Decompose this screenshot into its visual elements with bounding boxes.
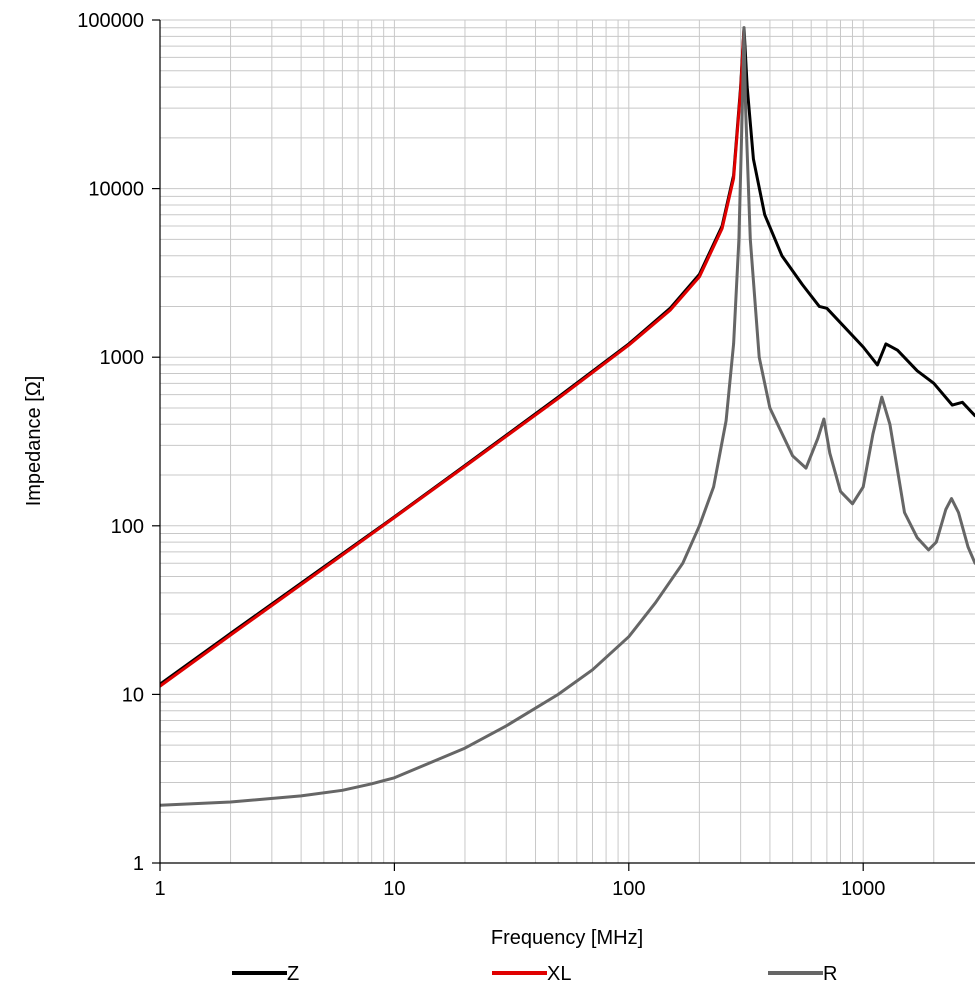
x-tick-labels: 1 10 100 1000 [154, 878, 885, 900]
y-tick-label: 1 [133, 853, 144, 875]
x-tick-label: 1 [154, 878, 165, 900]
y-tick-label: 100 [111, 516, 144, 538]
y-tick-label: 100000 [77, 10, 144, 32]
legend-label-xl: XL [547, 963, 571, 985]
grid [159, 19, 975, 864]
y-axis-title: Impedance [Ω] [23, 376, 45, 507]
x-tick-label: 1000 [841, 878, 886, 900]
series-layer [160, 26, 975, 807]
legend: Z XL R [232, 963, 837, 985]
legend-label-r: R [823, 963, 837, 985]
series-line-r [160, 26, 975, 807]
axes [152, 19, 975, 871]
legend-label-z: Z [287, 963, 299, 985]
y-tick-labels: 1 10 100 1000 10000 100000 [77, 10, 144, 875]
y-tick-label: 10000 [88, 179, 144, 201]
x-tick-label: 100 [612, 878, 645, 900]
x-tick-label: 10 [383, 878, 405, 900]
y-tick-label: 10 [122, 684, 144, 706]
x-axis-title: Frequency [MHz] [491, 927, 643, 949]
y-tick-label: 1000 [100, 347, 145, 369]
series-line-xl [160, 27, 746, 688]
